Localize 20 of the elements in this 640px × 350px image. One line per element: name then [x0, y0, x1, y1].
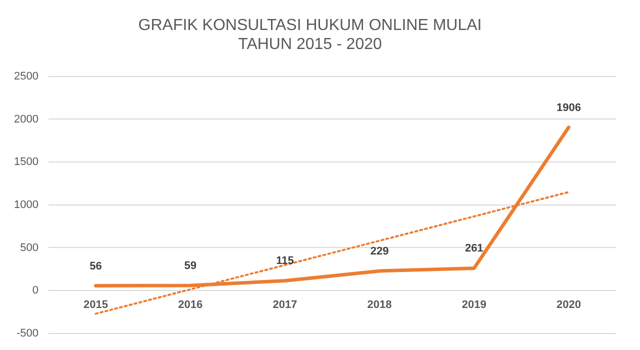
y-tick-label: 2500: [14, 70, 38, 82]
data-label: 1906: [556, 102, 581, 114]
x-tick-label: 2019: [462, 299, 486, 312]
y-tick-label: -500: [16, 327, 38, 340]
x-tick-label: 2016: [178, 299, 203, 312]
y-tick-label: 500: [20, 242, 38, 254]
x-tick-label: 2020: [556, 299, 581, 312]
data-label: 261: [464, 242, 484, 255]
x-tick-label: 2017: [272, 299, 298, 312]
data-label: 229: [370, 245, 389, 258]
x-tick-label: 2018: [367, 299, 392, 312]
x-tick-label: 2015: [84, 299, 108, 312]
data-label: 56: [90, 260, 102, 272]
y-tick-label: 1000: [14, 198, 38, 211]
data-label: 115: [276, 255, 294, 268]
y-tick-label: 2000: [14, 113, 38, 126]
chart-title: GRAFIK KONSULTASI HUKUM ONLINE MULAI TAHUN 2015 - 2020: [138, 17, 482, 54]
y-tick-label: 1500: [14, 156, 38, 168]
data-label: 59: [184, 260, 196, 272]
y-tick-label: 0: [32, 284, 38, 297]
